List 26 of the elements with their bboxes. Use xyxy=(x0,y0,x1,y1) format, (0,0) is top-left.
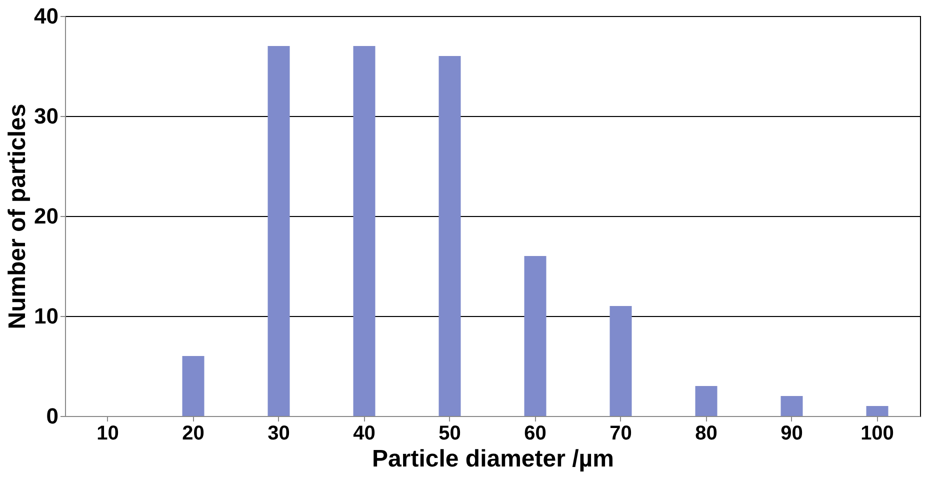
bar xyxy=(780,396,803,416)
y-axis-title: Number of particles xyxy=(4,104,32,330)
bar xyxy=(866,406,888,416)
x-tick-label: 40 xyxy=(353,422,376,444)
x-tick-label: 90 xyxy=(780,422,803,444)
bar xyxy=(610,306,632,416)
y-tick-label: 20 xyxy=(34,204,58,228)
bar xyxy=(182,356,204,416)
y-tick-label: 0 xyxy=(46,404,58,428)
x-axis-title: Particle diameter /µm xyxy=(372,446,614,472)
x-tick-label: 100 xyxy=(860,422,894,444)
x-tick-label: 60 xyxy=(524,422,546,444)
bar xyxy=(353,46,376,416)
bar xyxy=(438,56,461,416)
x-tick-label: 10 xyxy=(96,422,119,444)
y-tick-label: 40 xyxy=(34,4,58,28)
bar xyxy=(695,386,718,416)
x-tick-label: 80 xyxy=(695,422,718,444)
x-tick-label: 20 xyxy=(182,422,204,444)
x-tick-label: 50 xyxy=(438,422,461,444)
bar xyxy=(268,46,290,416)
y-tick-label: 10 xyxy=(34,304,58,328)
x-tick-label: 30 xyxy=(268,422,290,444)
bar xyxy=(524,256,546,416)
y-tick-label: 30 xyxy=(34,104,58,128)
x-tick-label: 70 xyxy=(610,422,632,444)
